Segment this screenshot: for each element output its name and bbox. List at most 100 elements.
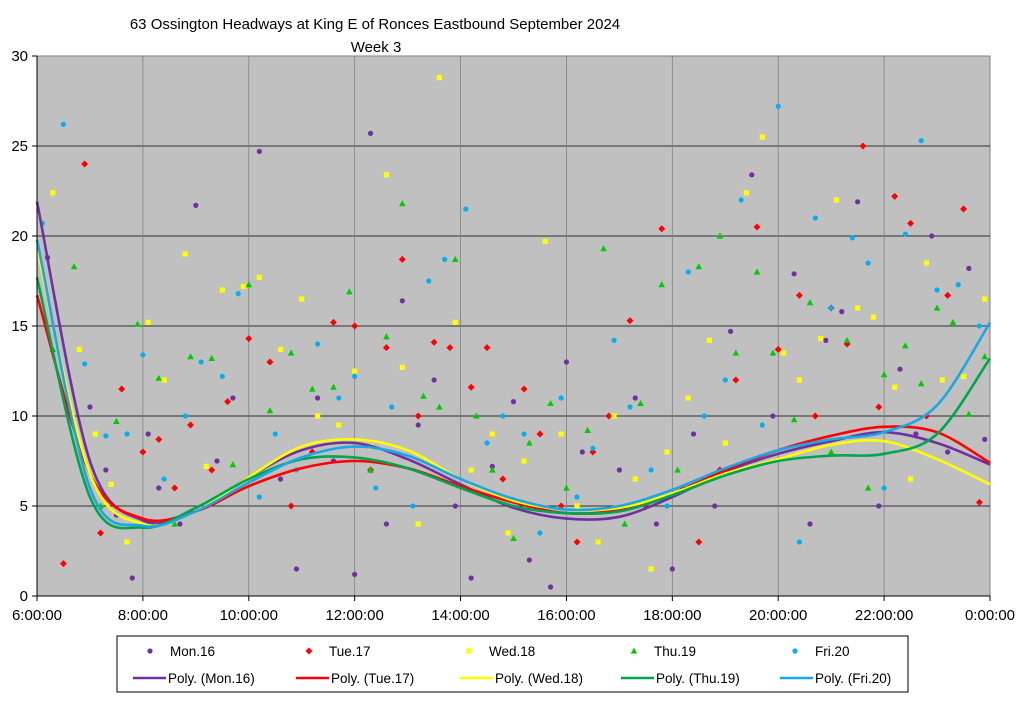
legend-box xyxy=(116,635,909,693)
data-point xyxy=(245,281,253,288)
data-point xyxy=(722,377,728,383)
data-point xyxy=(664,503,670,509)
data-point xyxy=(780,350,787,356)
data-point xyxy=(398,255,406,263)
legend-label: Poly. (Tue.17) xyxy=(331,671,414,686)
data-point xyxy=(500,413,506,419)
data-point xyxy=(811,412,819,420)
data-point xyxy=(373,485,379,491)
data-point xyxy=(664,449,670,455)
data-point xyxy=(749,172,755,178)
data-point xyxy=(452,503,458,509)
data-point xyxy=(97,529,105,537)
data-point xyxy=(256,148,262,154)
y-tick-label: 15 xyxy=(11,318,28,335)
data-point xyxy=(309,385,316,392)
data-point xyxy=(574,494,580,500)
data-point xyxy=(945,449,951,455)
data-point xyxy=(118,385,126,393)
data-point xyxy=(277,476,284,482)
data-point xyxy=(537,530,543,536)
x-tick-label: 8:00:00 xyxy=(118,607,168,624)
data-point xyxy=(177,521,183,527)
data-point xyxy=(129,575,135,581)
legend-marker xyxy=(147,648,153,654)
data-point xyxy=(812,215,818,221)
data-point xyxy=(315,395,321,401)
data-point xyxy=(230,395,236,401)
x-tick-label: 22:00:00 xyxy=(855,607,913,624)
y-tick-label: 25 xyxy=(11,138,28,155)
data-point xyxy=(716,232,724,239)
data-point xyxy=(579,449,585,455)
data-point xyxy=(933,304,941,311)
data-point xyxy=(621,520,628,527)
data-point xyxy=(489,431,495,437)
data-point xyxy=(806,299,814,306)
data-point xyxy=(182,413,188,419)
data-point xyxy=(383,172,390,178)
data-point xyxy=(426,278,432,284)
data-point xyxy=(155,435,163,443)
legend-label: Thu.19 xyxy=(654,644,696,659)
data-point xyxy=(701,413,707,419)
data-point xyxy=(960,205,968,213)
data-point xyxy=(336,422,342,428)
data-point xyxy=(876,503,882,509)
data-point xyxy=(573,538,581,546)
y-tick-label: 5 xyxy=(20,498,28,515)
data-point xyxy=(791,271,797,277)
data-point xyxy=(913,431,919,437)
legend-item: Mon.16 xyxy=(147,644,215,659)
data-point xyxy=(536,430,544,438)
data-point xyxy=(864,484,872,491)
data-point xyxy=(706,337,712,343)
legend-label: Poly. (Fri.20) xyxy=(815,671,891,686)
data-point xyxy=(611,413,617,419)
data-point xyxy=(256,494,262,500)
data-point xyxy=(468,575,474,581)
data-point xyxy=(775,103,781,109)
data-point xyxy=(770,413,776,419)
data-point xyxy=(87,404,93,410)
data-point xyxy=(287,349,295,356)
data-point xyxy=(611,337,617,343)
data-point xyxy=(266,358,274,366)
chart-subtitle: Week 3 xyxy=(351,39,402,56)
data-point xyxy=(352,368,358,374)
data-point xyxy=(558,395,564,401)
data-point xyxy=(420,392,427,399)
data-point xyxy=(796,539,803,545)
data-point xyxy=(658,281,666,288)
legend-item: Thu.19 xyxy=(630,644,696,659)
data-point xyxy=(849,235,855,241)
data-point xyxy=(287,502,295,510)
data-point xyxy=(240,283,247,289)
data-point xyxy=(473,412,480,419)
data-point xyxy=(145,431,151,437)
data-point xyxy=(484,440,490,446)
legend-marker xyxy=(305,647,313,655)
data-point xyxy=(547,399,554,406)
data-point xyxy=(955,282,961,288)
data-point xyxy=(436,75,442,81)
data-point xyxy=(542,238,548,244)
data-point xyxy=(82,361,88,367)
data-point xyxy=(769,349,777,356)
data-point xyxy=(907,476,914,482)
y-tick-label: 30 xyxy=(11,48,28,65)
legend-label: Fri.20 xyxy=(815,644,850,659)
data-point xyxy=(695,538,703,546)
data-point xyxy=(383,521,390,527)
data-point xyxy=(382,344,390,352)
data-point xyxy=(865,260,871,266)
data-point xyxy=(352,571,358,578)
data-point xyxy=(881,485,887,491)
data-point xyxy=(855,305,861,311)
data-point xyxy=(901,342,909,349)
data-point xyxy=(753,268,761,275)
data-point xyxy=(70,263,78,270)
data-point xyxy=(463,206,469,212)
data-point xyxy=(521,458,527,464)
